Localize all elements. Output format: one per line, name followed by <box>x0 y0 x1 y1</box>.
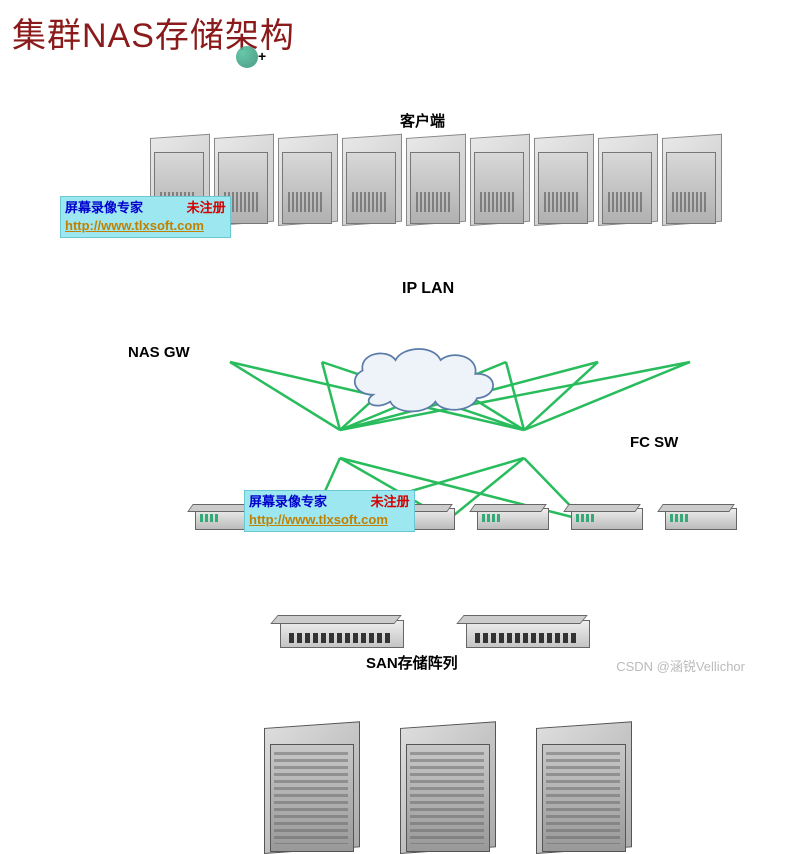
watermark-url: http://www.tlxsoft.com <box>249 511 410 529</box>
client-server <box>470 138 530 226</box>
client-server-row <box>150 138 785 226</box>
ip-lan-cloud <box>330 341 520 419</box>
watermark-name: 屏幕录像专家 <box>249 494 327 509</box>
client-server <box>406 138 466 226</box>
san-label: SAN存储阵列 <box>366 652 458 673</box>
nas-gateway <box>571 508 643 530</box>
fc-switch <box>280 620 404 648</box>
client-server <box>534 138 594 226</box>
client-server <box>662 138 722 226</box>
clients-label: 客户端 <box>400 110 445 131</box>
san-array <box>264 728 360 854</box>
client-server <box>598 138 658 226</box>
client-server <box>342 138 402 226</box>
san-array <box>400 728 496 854</box>
fc-switch <box>466 620 590 648</box>
watermark-unreg: 未注册 <box>187 200 226 215</box>
watermark-unreg: 未注册 <box>371 494 410 509</box>
client-server <box>278 138 338 226</box>
footer-credit: CSDN @涵锐Vellichor <box>616 656 745 675</box>
decorative-dot <box>236 46 258 68</box>
san-array <box>536 728 632 854</box>
nas-gw-label: NAS GW <box>128 344 190 361</box>
nas-gateway <box>477 508 549 530</box>
watermark-url: http://www.tlxsoft.com <box>65 217 226 235</box>
nas-gateway <box>665 508 737 530</box>
fc-sw-label: FC SW <box>630 434 678 451</box>
watermark-box-1: 屏幕录像专家 未注册 http://www.tlxsoft.com <box>60 196 231 238</box>
plus-mark: + <box>258 48 266 64</box>
watermark-box-2: 屏幕录像专家 未注册 http://www.tlxsoft.com <box>244 490 415 532</box>
san-array-row <box>264 728 785 854</box>
watermark-name: 屏幕录像专家 <box>65 200 143 215</box>
fc-switch-row <box>280 620 785 648</box>
ip-lan-label: IP LAN <box>402 280 454 298</box>
